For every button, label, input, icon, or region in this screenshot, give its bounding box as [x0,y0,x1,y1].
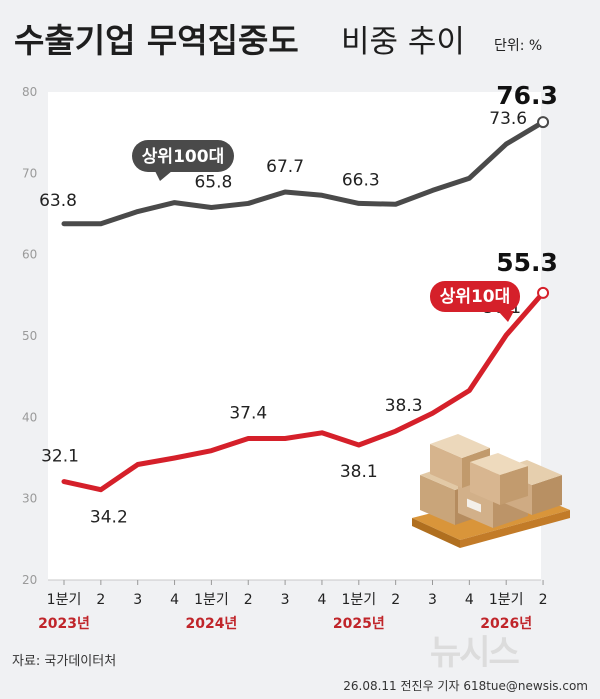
x-tick-label: 2 [244,592,253,608]
x-tick-label: 4 [317,592,326,608]
y-tick-label: 40 [22,410,37,424]
y-tick-label: 60 [22,248,37,262]
credit-text: 26.08.11 전진우 기자 618tue@newsis.com [343,679,588,693]
legend-top10-pointer [498,311,514,322]
data-label: 55.3 [496,248,558,277]
legend-top10-label: 상위10대 [440,287,511,307]
year-label: 2024년 [185,616,237,632]
x-tick-label: 3 [281,592,290,608]
data-label: 38.1 [340,462,378,482]
chart-subtitle: 비중 추이 [341,24,465,60]
y-tick-label: 50 [22,329,37,343]
data-point [537,286,550,299]
year-label: 2023년 [38,616,90,632]
x-tick-label: 3 [428,592,437,608]
data-label: 38.3 [385,396,423,416]
y-tick-label: 80 [22,85,37,99]
data-label: 37.4 [229,403,267,423]
x-tick-label: 2 [539,592,548,608]
y-tick-label: 30 [22,492,37,506]
year-label: 2026년 [480,616,532,632]
x-axis: 1분기 2 3 4 1분기 2 3 4 1분기 2 3 4 1분기 2 [47,580,548,608]
data-label: 34.2 [90,508,128,528]
x-tick-label: 1분기 [194,592,229,608]
year-labels: 2023년 2024년 2025년 2026년 [38,616,532,632]
boxes-illustration [412,434,570,548]
data-label: 67.7 [266,157,304,177]
x-tick-label: 1분기 [341,592,376,608]
y-tick-label: 20 [22,573,37,587]
legend-top10-pill [430,281,520,312]
data-label: 32.1 [41,447,79,467]
x-tick-label: 1분기 [489,592,524,608]
series-line-top100 [61,119,546,227]
data-label: 76.3 [496,81,558,110]
data-point [537,116,550,129]
legend-top10: 상위10대 [430,281,520,322]
x-tick-label: 1분기 [47,592,82,608]
x-tick-label: 3 [133,592,142,608]
chart-title: 수출기업 무역집중도 [14,21,299,60]
x-tick-label: 4 [465,592,474,608]
data-label: 73.6 [489,109,527,129]
legend-top100-pill [132,140,234,172]
legend-top100-label: 상위100대 [142,147,224,167]
data-label: 65.8 [194,172,232,192]
series-lines [61,116,550,493]
legend-top100-pointer [155,171,172,181]
unit-label: 단위: % [494,38,542,54]
legend-top100: 상위100대 [132,140,234,181]
y-tick-label: 70 [22,166,37,180]
data-labels: 63.8 65.8 67.7 66.3 73.676.3 32.1 34.2 37.4 38.1… [39,81,558,528]
x-tick-label: 2 [391,592,400,608]
source-text: 자료: 국가데이터처 [12,654,116,669]
series-line-top10 [61,290,546,493]
data-label: 63.8 [39,191,77,211]
x-tick-label: 2 [96,592,105,608]
data-label: 66.3 [342,170,380,190]
x-tick-label: 4 [170,592,179,608]
y-axis: 20 30 40 50 60 70 80 [22,85,37,587]
newsis-logo: 뉴시스 [430,633,520,673]
year-label: 2025년 [333,616,385,632]
